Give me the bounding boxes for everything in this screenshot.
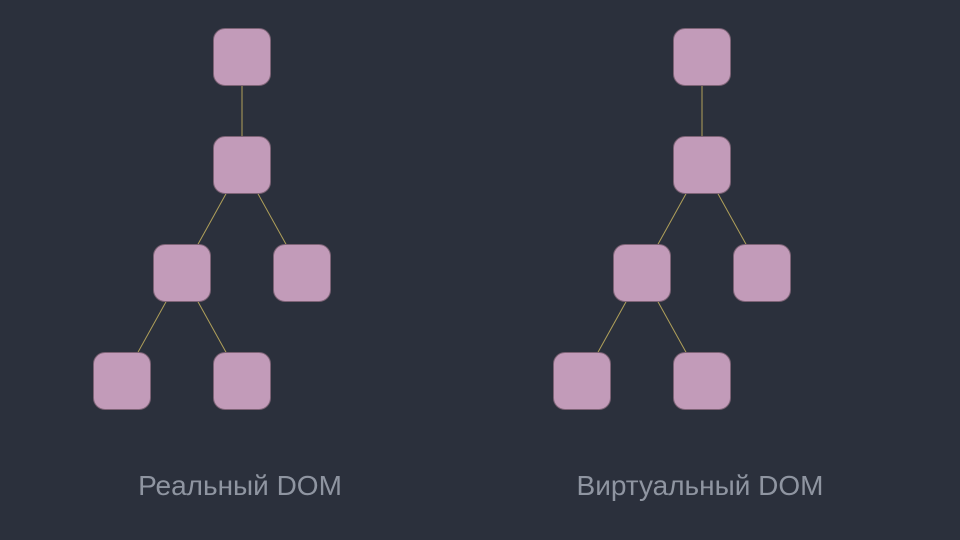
tree-node bbox=[673, 352, 731, 410]
tree-node bbox=[153, 244, 211, 302]
tree-node bbox=[733, 244, 791, 302]
tree-node bbox=[673, 28, 731, 86]
tree-node bbox=[213, 136, 271, 194]
tree-label-virtual: Виртуальный DOM bbox=[500, 470, 900, 502]
tree-label-real: Реальный DOM bbox=[40, 470, 440, 502]
tree-node bbox=[673, 136, 731, 194]
edges-layer bbox=[0, 0, 960, 540]
tree-node bbox=[613, 244, 671, 302]
tree-node bbox=[553, 352, 611, 410]
tree-node bbox=[93, 352, 151, 410]
tree-node bbox=[273, 244, 331, 302]
tree-node bbox=[213, 352, 271, 410]
tree-node bbox=[213, 28, 271, 86]
diagram-canvas: Реальный DOM Виртуальный DOM bbox=[0, 0, 960, 540]
